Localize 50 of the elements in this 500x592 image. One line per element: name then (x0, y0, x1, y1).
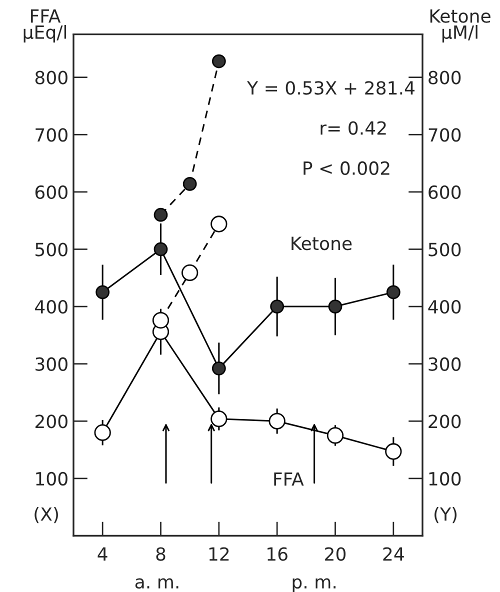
annotation: Y = 0.53X + 281.4 (246, 81, 415, 95)
y-tick-label: 200 (36, 414, 68, 428)
text: (Y) (434, 506, 457, 524)
y-tick-label: 500 (36, 242, 68, 256)
y2-tick-label: 500 (428, 242, 461, 256)
y-tick-label: 600 (35, 185, 68, 200)
y2-tick-label: 600 (428, 185, 461, 200)
y2-tick-label: 400 (428, 300, 461, 314)
x-tick-label: 4 (98, 547, 108, 561)
point (270, 300, 284, 314)
y-tick-label: 100 (36, 472, 68, 486)
x-tick-label: 24 (383, 547, 404, 561)
point (212, 361, 226, 376)
y-tick-label: 400 (35, 300, 68, 314)
point (152, 312, 170, 329)
point (326, 427, 344, 444)
y2-tick-label: 700 (428, 128, 461, 142)
point (182, 264, 198, 282)
point (94, 424, 111, 441)
annotation: r= 0.42 (320, 121, 386, 135)
y2-axis-title: Ketone μM/l (430, 9, 490, 42)
text: p. m. (292, 578, 336, 592)
y-tick-label: 700 (36, 128, 68, 142)
y-tick-label: 300 (36, 357, 68, 371)
point (182, 176, 197, 191)
point (268, 412, 286, 430)
x-tick-label: 12 (209, 547, 229, 561)
y2-tick-label: 200 (428, 414, 461, 428)
x-tick-label: 20 (325, 547, 346, 561)
point (154, 242, 168, 256)
point (96, 285, 110, 300)
point (328, 300, 342, 314)
y2-tick-label: 100 (429, 472, 461, 486)
text: a. m. (135, 578, 178, 589)
x-tick-label: 8 (156, 547, 166, 561)
y-axis-title: FFA μEq/l (24, 9, 66, 42)
text: FFA (274, 472, 304, 486)
y2-tick-label: 300 (428, 357, 461, 371)
point (212, 54, 226, 68)
point (154, 208, 168, 222)
point (386, 285, 400, 300)
y2-tick-label: 800 (428, 70, 461, 84)
point (210, 216, 228, 232)
text: Ketone (292, 236, 352, 250)
x-tick-label: 16 (268, 547, 288, 561)
point (385, 443, 402, 460)
text: (X) (34, 506, 58, 524)
point (210, 410, 228, 428)
annotation: P < 0.002 (304, 161, 390, 175)
y-tick-label: 800 (35, 70, 68, 84)
